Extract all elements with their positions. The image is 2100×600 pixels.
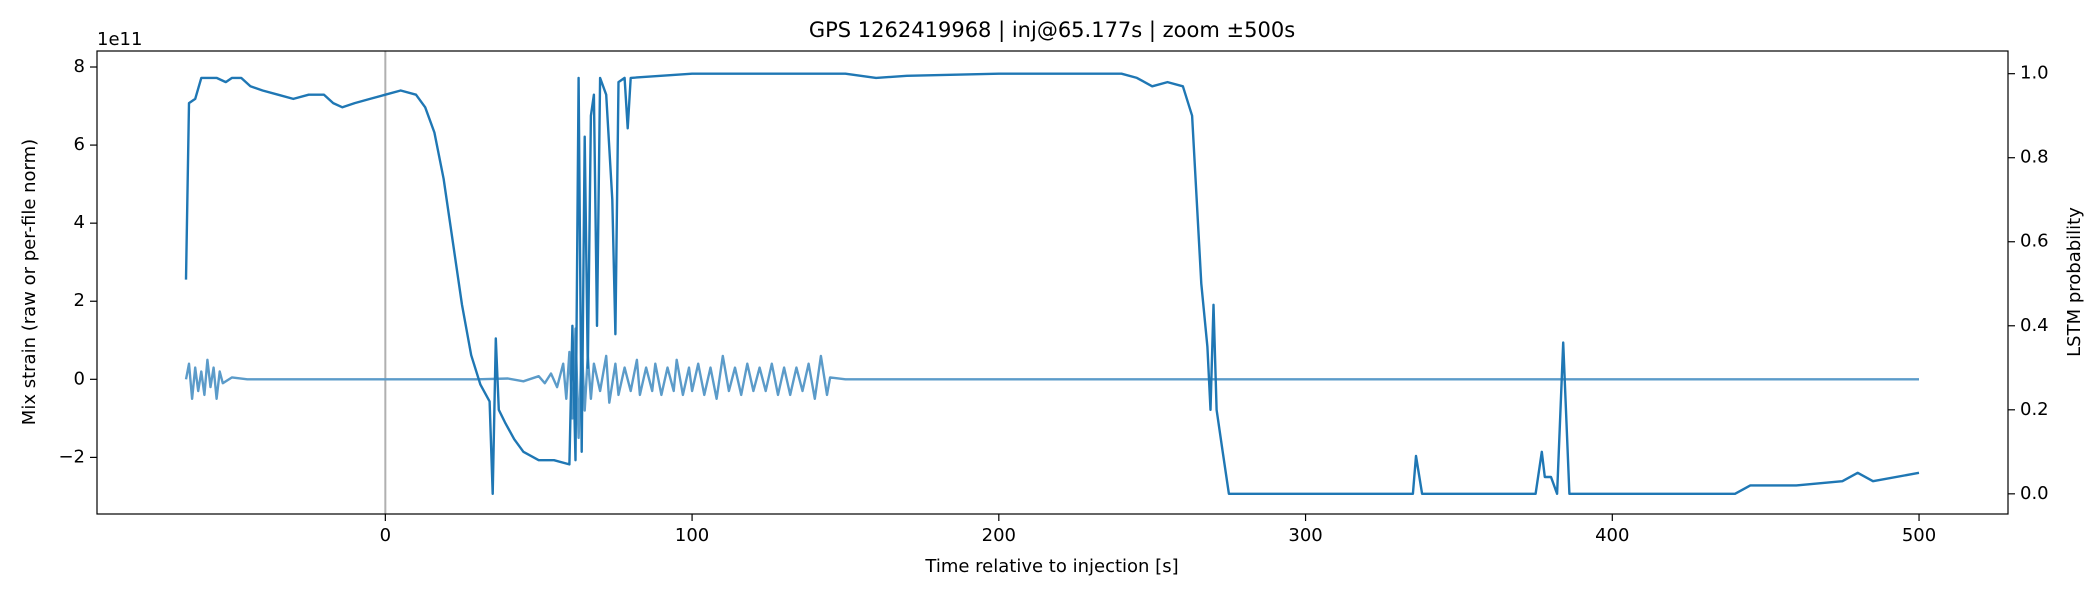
x-tick-label: 400 <box>1595 525 1629 546</box>
y-tick-label: 6 <box>74 134 85 155</box>
y-offset-label: 1e11 <box>97 29 142 50</box>
x-axis-label: Time relative to injection [s] <box>924 556 1178 577</box>
y2-tick-label: 0.0 <box>2020 483 2049 504</box>
y2-tick-label: 0.6 <box>2020 231 2049 252</box>
y-tick-label: 8 <box>74 56 85 77</box>
x-tick-label: 100 <box>675 525 709 546</box>
x-tick-label: 300 <box>1288 525 1322 546</box>
series-line <box>184 327 1919 440</box>
x-tick-label: 500 <box>1902 525 1936 546</box>
plot-frame <box>96 50 2009 515</box>
y2-tick-label: 0.4 <box>2020 315 2049 336</box>
x-tick-label: 200 <box>982 525 1016 546</box>
y2-tick-label: 0.2 <box>2020 399 2049 420</box>
y-tick-label: 0 <box>74 368 85 389</box>
chart-title: GPS 1262419968 | inj@65.177s | zoom ±500… <box>809 18 1295 43</box>
y2-tick-label: 0.8 <box>2020 147 2049 168</box>
y-tick-label: 4 <box>74 212 85 233</box>
x-tick-label: 0 <box>380 525 391 546</box>
y-tick-label: −2 <box>58 446 85 467</box>
series-line <box>184 72 1920 495</box>
y-axis-label: Mix strain (raw or per-file norm) <box>19 139 40 425</box>
y2-axis-label: LSTM probability <box>2064 207 2085 357</box>
y2-tick-label: 1.0 <box>2020 63 2049 84</box>
y-tick-label: 2 <box>74 290 85 311</box>
